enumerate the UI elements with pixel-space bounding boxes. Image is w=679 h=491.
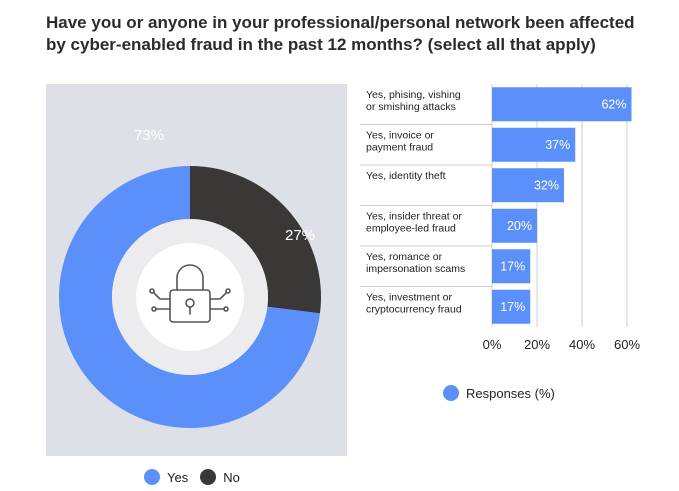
chart-title: Have you or anyone in your professional/…: [46, 13, 635, 54]
bar-value-label: 37%: [545, 138, 570, 152]
x-tick-label: 0%: [483, 337, 502, 352]
legend-item-responses: Responses (%): [443, 385, 555, 401]
bar-value-label: 32%: [534, 179, 559, 193]
category-label: Yes, romance or impersonation scams: [366, 251, 465, 275]
legend-label-yes: Yes: [167, 469, 189, 485]
donut-legend: Yes No: [134, 463, 250, 491]
bar-value-label: 62%: [601, 98, 626, 112]
legend-swatch-responses: [443, 385, 459, 401]
bar-chart: 0% 20% 40% 60% Yes, phising, vishing or smish…: [360, 84, 640, 352]
bar: [492, 249, 531, 284]
donut-chart: 27% 73%: [59, 127, 322, 428]
legend-swatch-no: [200, 469, 217, 485]
bar: [492, 289, 531, 324]
category-label: Yes, investment or cryptocurrency fraud: [366, 292, 462, 316]
bar: [492, 208, 537, 243]
x-tick-label: 20%: [524, 337, 550, 352]
category-label: Yes, phising, vishing or smishing attacks: [366, 89, 461, 113]
legend-item-no: No: [200, 469, 240, 485]
bar-legend: Responses (%): [433, 379, 565, 407]
bar-value-label: 17%: [500, 260, 525, 274]
donut-label-yes: 73%: [134, 127, 164, 144]
donut-slice-yes: [59, 166, 320, 428]
donut-panel: 27% 73% Yes No: [46, 84, 347, 491]
donut-slice-no: [190, 166, 322, 314]
x-tick-label: 40%: [569, 337, 595, 352]
bar: [492, 127, 576, 162]
donut-center: [136, 243, 244, 351]
category-label: Yes, invoice or payment fraud: [366, 130, 434, 154]
x-tick-label: 60%: [614, 337, 640, 352]
legend-item-yes: Yes: [144, 469, 188, 485]
bar: [492, 168, 564, 203]
padlock-circuit-icon: [149, 264, 231, 323]
category-label: Yes, insider threat or employee-led fraud: [366, 211, 462, 235]
legend-swatch-yes: [144, 469, 160, 485]
bar: [492, 87, 632, 122]
donut-label-no: 27%: [285, 227, 315, 244]
legend-label-responses: Responses (%): [466, 385, 555, 401]
bar-value-label: 17%: [500, 300, 525, 314]
category-label: Yes, identity theft: [366, 170, 446, 182]
bar-value-label: 20%: [507, 219, 532, 233]
legend-label-no: No: [223, 469, 240, 485]
